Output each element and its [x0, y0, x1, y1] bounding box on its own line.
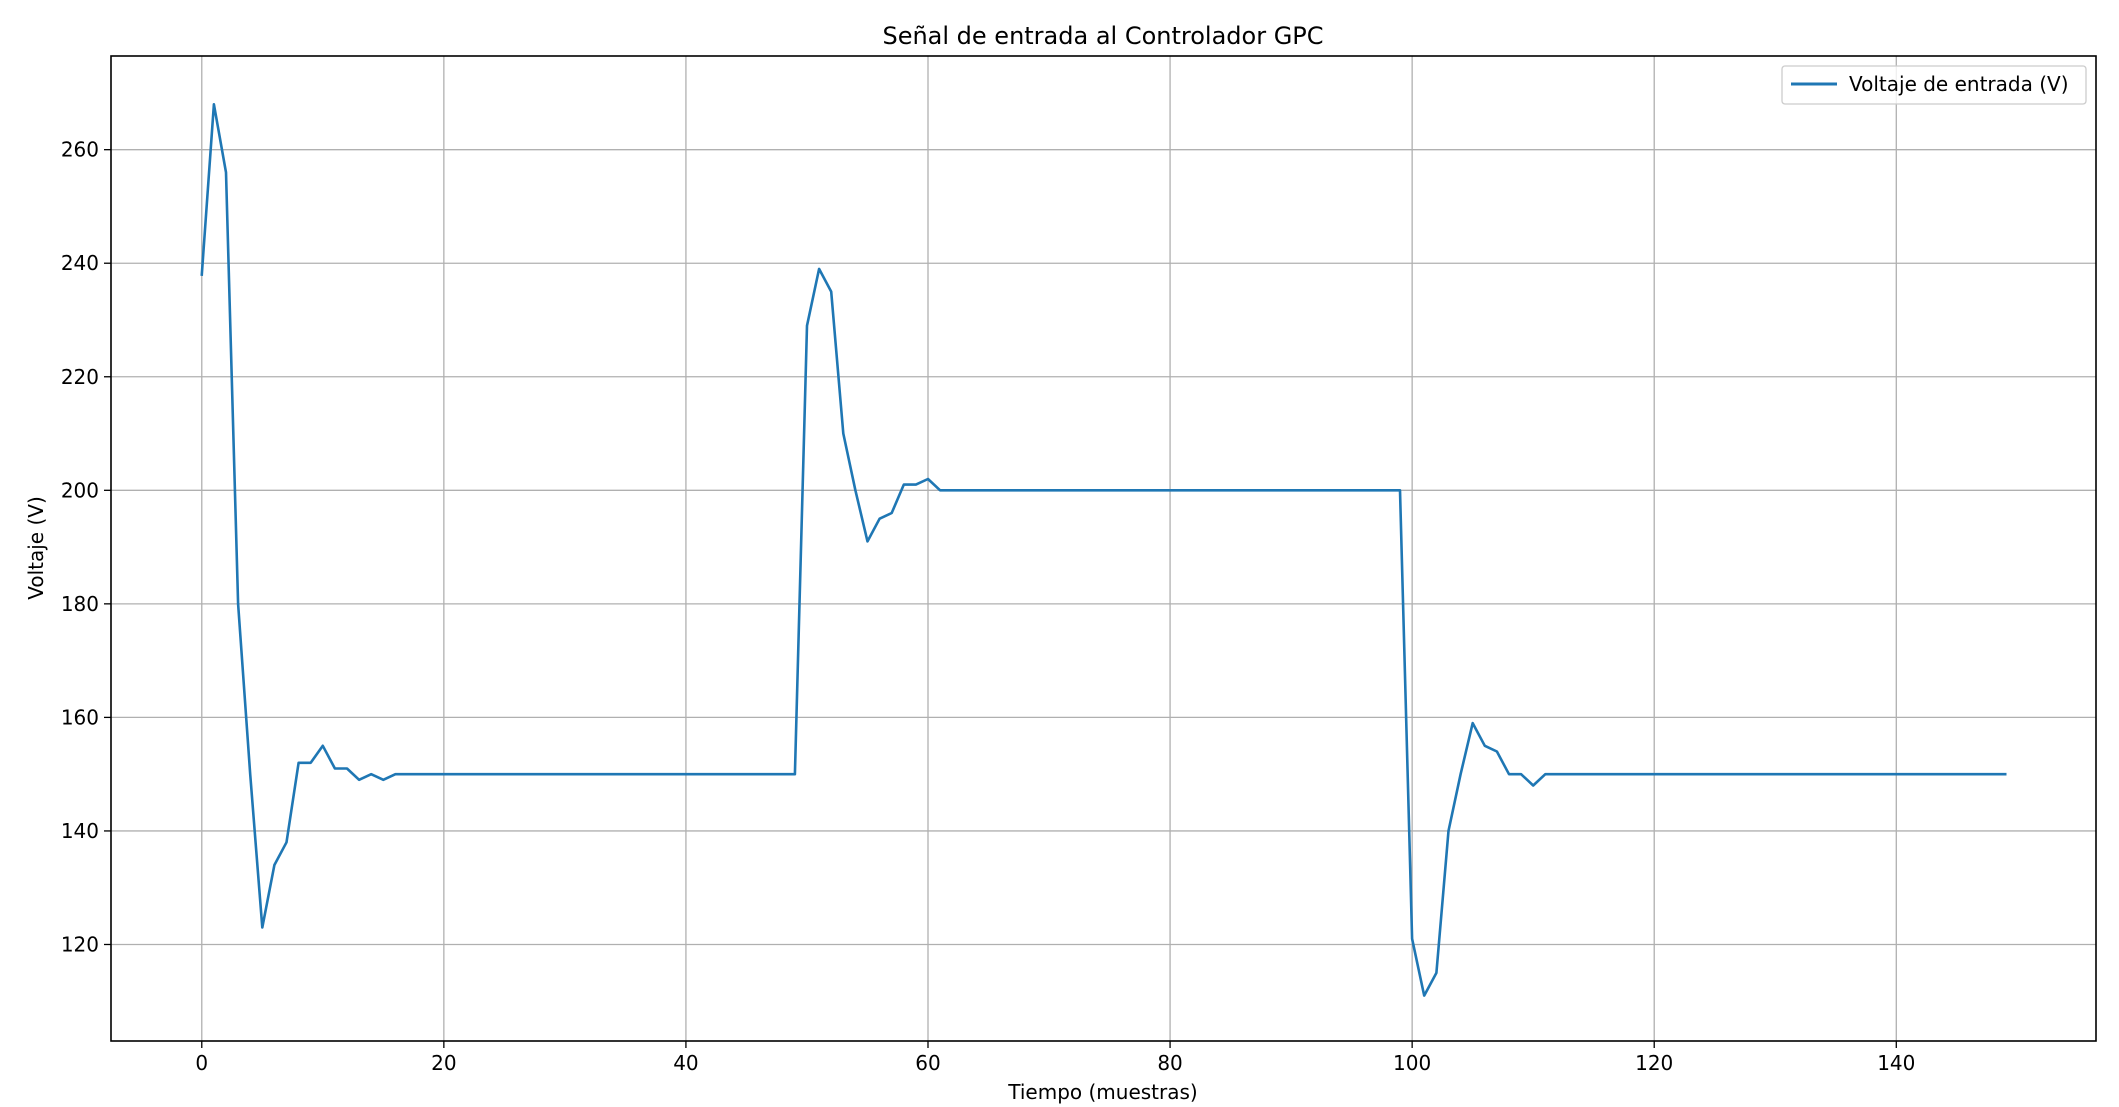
x-tick-label: 0	[195, 1051, 208, 1075]
plot-area	[200, 103, 2007, 997]
legend-entry-label: Voltaje de entrada (V)	[1849, 72, 2069, 96]
x-axis-label: Tiempo (muestras)	[1007, 1080, 1197, 1104]
x-tick-label: 40	[673, 1051, 698, 1075]
y-tick-label: 220	[61, 365, 99, 389]
y-tick-label: 240	[61, 251, 99, 275]
axes-frame	[110, 55, 2097, 1042]
legend-box	[1781, 65, 2087, 105]
y-tick-label: 140	[61, 819, 99, 843]
y-tick-label: 200	[61, 478, 99, 502]
y-axis-ticks: 120 140 160 180 200 220 240 260	[61, 138, 111, 956]
x-tick-label: 120	[1635, 1051, 1673, 1075]
series-line-voltaje-de-entrada	[200, 103, 2007, 997]
x-tick-label: 60	[915, 1051, 940, 1075]
y-tick-label: 120	[61, 932, 99, 956]
y-tick-label: 160	[61, 705, 99, 729]
y-tick-label: 180	[61, 592, 99, 616]
x-tick-label: 140	[1877, 1051, 1915, 1075]
y-axis-label: Voltaje (V)	[24, 496, 48, 600]
chart-title: Señal de entrada al Controlador GPC	[882, 22, 1323, 50]
y-tick-label: 260	[61, 138, 99, 162]
legend: Voltaje de entrada (V)	[1781, 65, 2087, 105]
x-tick-label: 80	[1157, 1051, 1182, 1075]
x-axis-ticks: 0 20 40 60 80 100 120 140	[195, 1041, 1915, 1075]
x-tick-label: 20	[431, 1051, 456, 1075]
x-tick-label: 100	[1393, 1051, 1431, 1075]
